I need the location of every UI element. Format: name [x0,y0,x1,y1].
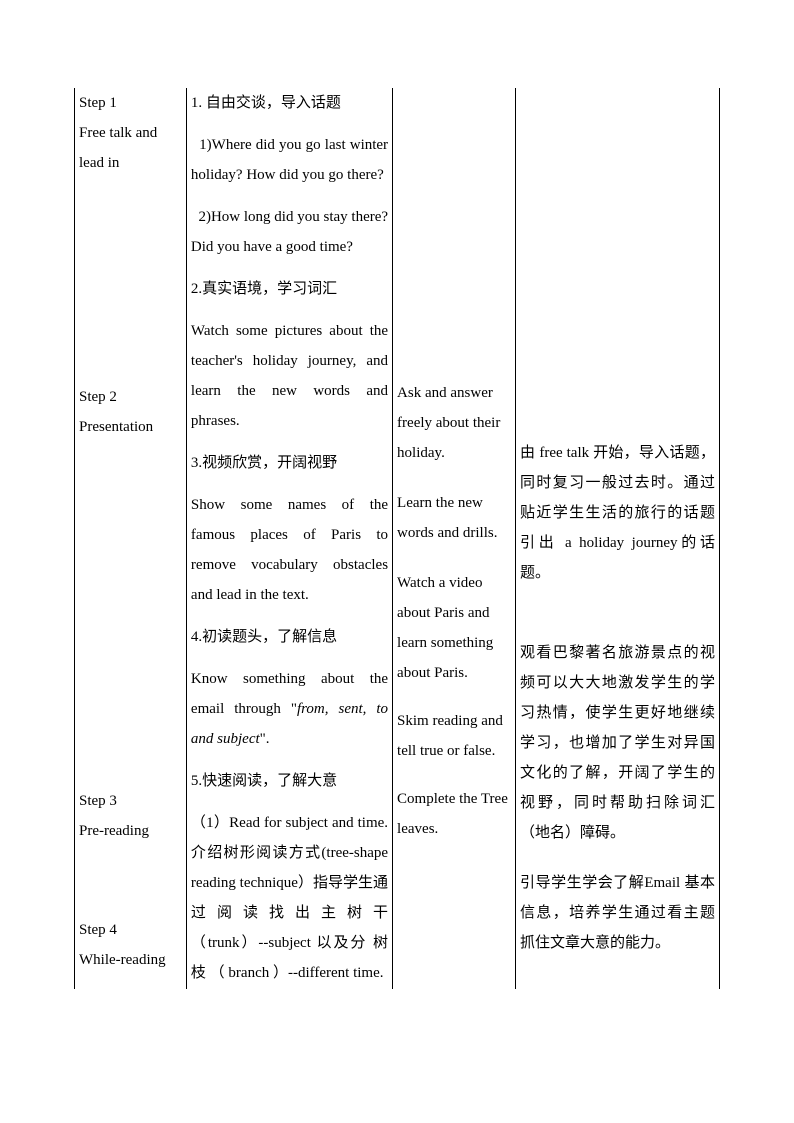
c2-p7: Show some names of the famous places of … [191,490,388,610]
c3-p1: Ask and answer freely about their holida… [397,378,511,468]
activities-column: Ask and answer freely about their holida… [393,88,516,989]
c4-p3: 引导学生学会了解Email 基本信息，培养学生通过看主题抓住文章大意的能力。 [520,868,715,958]
c2-p5: Watch some pictures about the teacher's … [191,316,388,436]
page: Step 1 Free talk and lead in Step 2 Pres… [0,0,794,989]
lesson-plan-table: Step 1 Free talk and lead in Step 2 Pres… [74,88,720,989]
c2-p1: 1. 自由交谈，导入话题 [191,88,388,118]
procedures-column: 1. 自由交谈，导入话题 1)Where did you go last win… [186,88,392,989]
c3-p3: Watch a video about Paris and learn some… [397,568,511,688]
c2-p3: 2)How long did you stay there? Did you h… [191,202,388,262]
step4-subtitle: While-reading [79,945,182,975]
c4-p2: 观看巴黎著名旅游景点的视频可以大大地激发学生的学习热情，使学生更好地继续学习，也… [520,638,715,848]
step4-title: Step 4 [79,915,182,945]
c3-p5: Complete the Tree leaves. [397,784,511,844]
c4-p1: 由 free talk 开始，导入话题，同时复习一般过去时。通过贴近学生生活的旅… [520,438,715,588]
steps-column: Step 1 Free talk and lead in Step 2 Pres… [75,88,187,989]
step3-title: Step 3 [79,786,182,816]
step2-subtitle: Presentation [79,412,182,442]
c2-p2: 1)Where did you go last winter holiday? … [191,130,388,190]
step3-subtitle: Pre-reading [79,816,182,846]
purpose-column: 由 free talk 开始，导入话题，同时复习一般过去时。通过贴近学生生活的旅… [516,88,720,989]
c2-p9: Know something about the email through "… [191,664,388,754]
c2-p8: 4.初读题头，了解信息 [191,622,388,652]
c3-p2: Learn the new words and drills. [397,488,511,548]
c2-p11: （1）Read for subject and time.介绍树形阅读方式(tr… [191,808,388,988]
c3-p4: Skim reading and tell true or false. [397,706,511,766]
c2-p6: 3.视频欣赏，开阔视野 [191,448,388,478]
step2-title: Step 2 [79,382,182,412]
c2-p10: 5.快速阅读，了解大意 [191,766,388,796]
step1-title: Step 1 [79,88,182,118]
c2-p4: 2.真实语境，学习词汇 [191,274,388,304]
step1-subtitle: Free talk and lead in [79,118,182,178]
